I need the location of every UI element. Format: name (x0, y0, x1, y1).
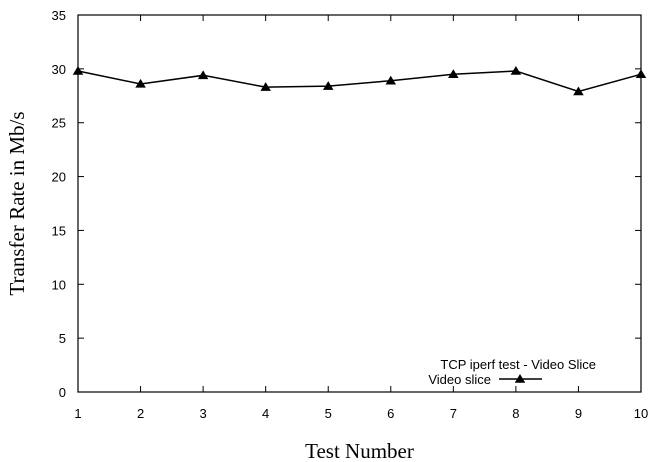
x-tick-label: 10 (634, 406, 648, 421)
data-point-marker (135, 78, 146, 88)
y-tick-label: 0 (59, 385, 66, 400)
x-tick-label: 2 (137, 406, 144, 421)
x-tick-label: 6 (387, 406, 394, 421)
y-axis-title: Transfer Rate in Mb/s (5, 111, 29, 295)
data-point-marker (322, 81, 334, 90)
data-point-marker (72, 66, 84, 75)
data-point-marker (510, 66, 522, 75)
x-tick-label: 8 (512, 406, 519, 421)
x-tick-label: 9 (575, 406, 582, 421)
y-tick-label: 25 (52, 116, 66, 131)
y-tick-label: 5 (59, 331, 66, 346)
y-tick-label: 35 (52, 8, 66, 23)
y-tick-label: 20 (52, 170, 66, 185)
legend-series-label: Video slice (428, 372, 491, 387)
x-tick-label: 1 (74, 406, 81, 421)
data-point-marker (260, 82, 271, 91)
legend-marker-sample (514, 374, 526, 383)
y-tick-label: 15 (52, 223, 66, 238)
x-tick-label: 5 (325, 406, 332, 421)
series-line-1 (77, 70, 642, 93)
x-tick-label: 3 (199, 406, 206, 421)
data-point-marker (573, 86, 584, 96)
x-tick-label: 7 (450, 406, 457, 421)
data-point-marker (448, 69, 459, 78)
y-tick-label: 30 (52, 62, 66, 77)
data-point-marker (197, 70, 209, 80)
x-axis-title: Test Number (305, 439, 414, 462)
y-tick-label: 10 (52, 277, 66, 292)
data-point-marker (635, 69, 647, 78)
plot-frame (77, 14, 642, 393)
data-point-marker (385, 75, 397, 85)
legend-title: TCP iperf test - Video Slice (440, 357, 596, 372)
x-tick-label: 4 (262, 406, 269, 421)
